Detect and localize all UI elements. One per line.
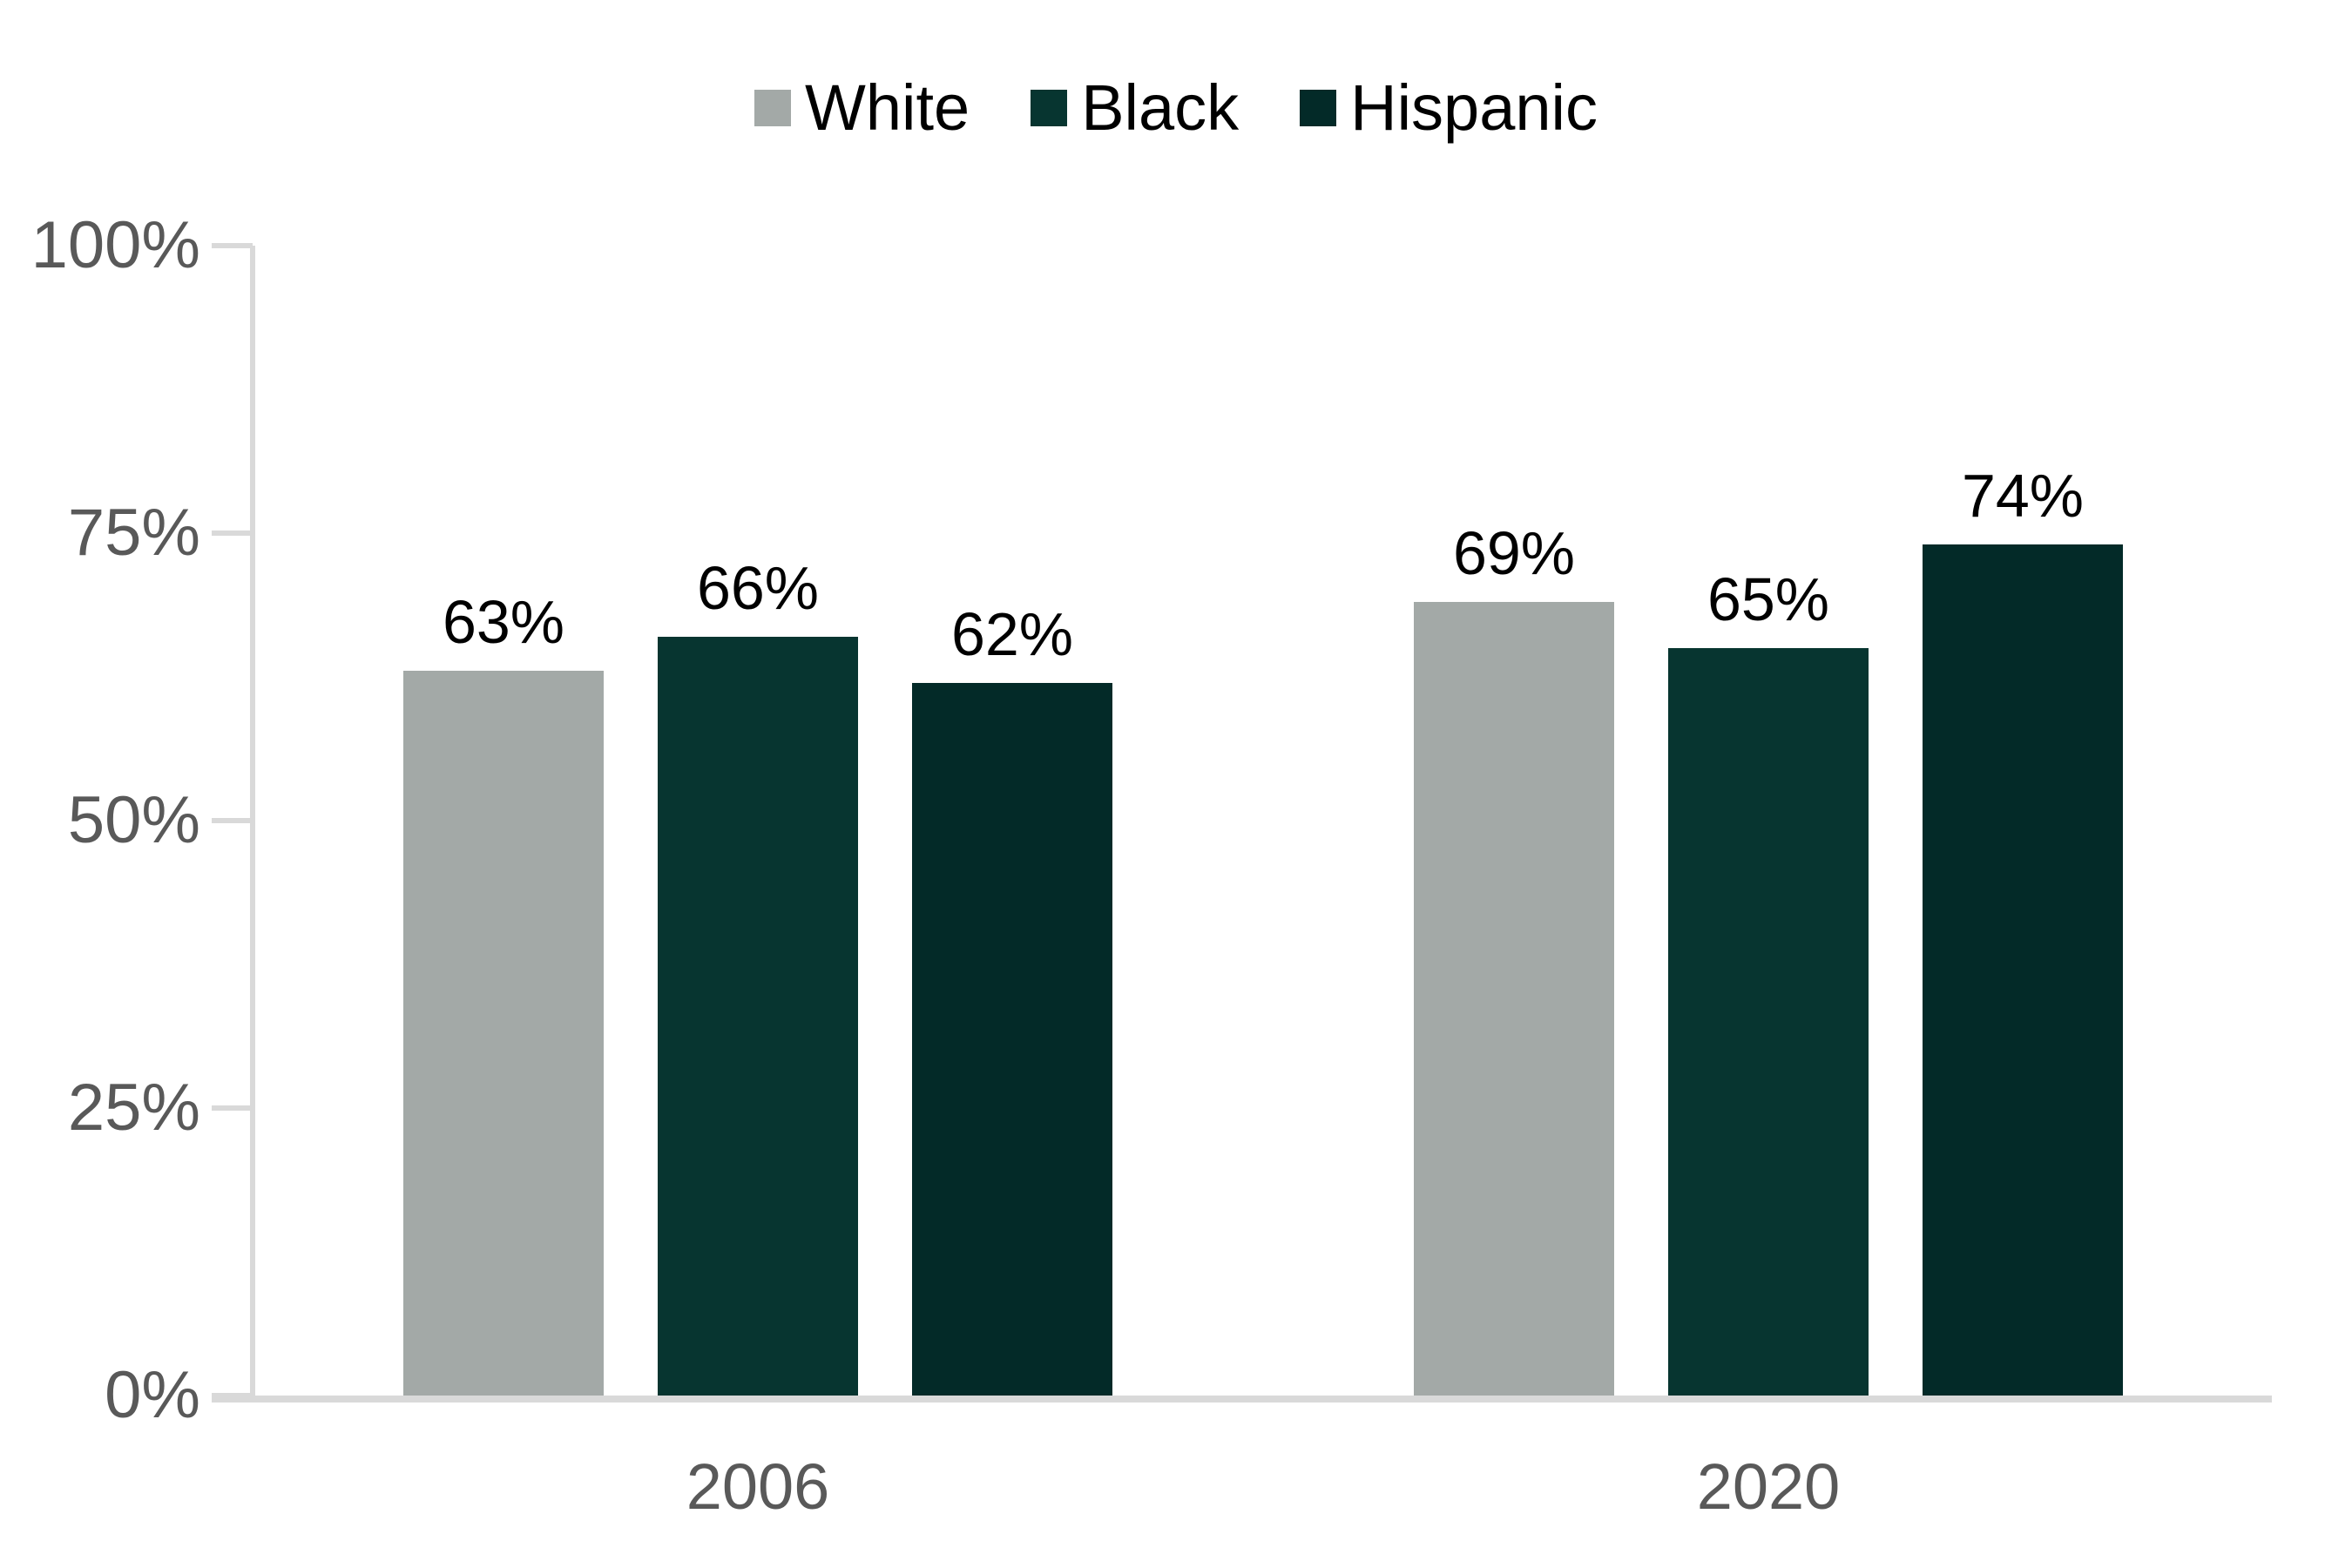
bar-black-2006 <box>658 636 858 1396</box>
y-axis-tick-100 <box>212 243 253 248</box>
value-label-white-2020: 69% <box>1452 519 1576 588</box>
legend-label-black: Black <box>1081 71 1240 144</box>
y-axis-tick-75 <box>212 531 253 536</box>
value-label-white-2006: 63% <box>442 588 565 657</box>
y-axis-label-75: 75% <box>67 496 200 570</box>
y-axis-tick-50 <box>212 818 253 823</box>
y-axis-label-50: 50% <box>67 783 200 857</box>
x-axis-label-2006: 2006 <box>686 1450 830 1523</box>
y-axis-line <box>250 246 255 1402</box>
legend-label-hispanic: Hispanic <box>1350 71 1598 144</box>
legend-swatch-white-icon <box>754 90 792 126</box>
x-axis-label-2020: 2020 <box>1696 1450 1841 1523</box>
bar-hispanic-2006 <box>912 682 1112 1396</box>
legend-swatch-black-icon <box>1031 90 1068 126</box>
value-label-black-2020: 65% <box>1707 565 1830 633</box>
legend: White Black Hispanic <box>0 73 2352 143</box>
legend-item-black: Black <box>1031 73 1239 143</box>
y-axis-label-100: 100% <box>30 208 200 282</box>
value-label-black-2006: 66% <box>696 553 820 622</box>
legend-item-hispanic: Hispanic <box>1300 73 1598 143</box>
y-axis-label-0: 0% <box>105 1358 200 1432</box>
legend-swatch-hispanic-icon <box>1300 90 1337 126</box>
y-axis-label-25: 25% <box>67 1071 200 1145</box>
bar-white-2006 <box>403 671 604 1396</box>
bar-hispanic-2020 <box>1923 544 2123 1396</box>
bar-white-2020 <box>1414 602 1614 1396</box>
x-axis-line <box>212 1396 2272 1402</box>
bar-black-2020 <box>1668 648 1869 1396</box>
legend-label-white: White <box>805 71 970 144</box>
y-axis-tick-25 <box>212 1105 253 1111</box>
legend-item-white: White <box>754 73 970 143</box>
value-label-hispanic-2006: 62% <box>950 599 1074 668</box>
value-label-hispanic-2020: 74% <box>1961 462 2085 531</box>
